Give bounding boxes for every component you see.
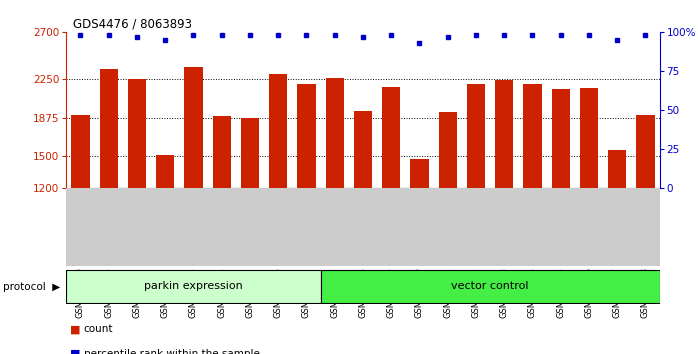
- Bar: [551, 89, 570, 312]
- Text: vector control: vector control: [452, 281, 529, 291]
- Bar: [580, 88, 598, 312]
- Bar: [128, 79, 146, 312]
- Bar: [410, 159, 429, 312]
- Bar: [100, 69, 118, 312]
- Text: count: count: [84, 324, 113, 334]
- Bar: [438, 112, 457, 312]
- Bar: [320, 270, 660, 303]
- Bar: [66, 270, 320, 303]
- Bar: [325, 78, 344, 312]
- Bar: [495, 80, 514, 312]
- Bar: [297, 84, 315, 312]
- Text: GDS4476 / 8063893: GDS4476 / 8063893: [73, 17, 192, 30]
- Bar: [212, 116, 231, 312]
- Text: ■: ■: [70, 349, 80, 354]
- Text: percentile rank within the sample: percentile rank within the sample: [84, 349, 260, 354]
- Bar: [467, 84, 485, 312]
- Bar: [608, 150, 626, 312]
- Bar: [382, 87, 401, 312]
- Text: parkin expression: parkin expression: [144, 281, 243, 291]
- Bar: [269, 74, 288, 312]
- Bar: [524, 84, 542, 312]
- Text: protocol  ▶: protocol ▶: [3, 282, 61, 292]
- Bar: [637, 115, 655, 312]
- Bar: [156, 155, 174, 312]
- Bar: [71, 115, 89, 312]
- Text: ■: ■: [70, 324, 80, 334]
- Bar: [184, 67, 202, 312]
- Bar: [354, 111, 372, 312]
- Bar: [241, 118, 259, 312]
